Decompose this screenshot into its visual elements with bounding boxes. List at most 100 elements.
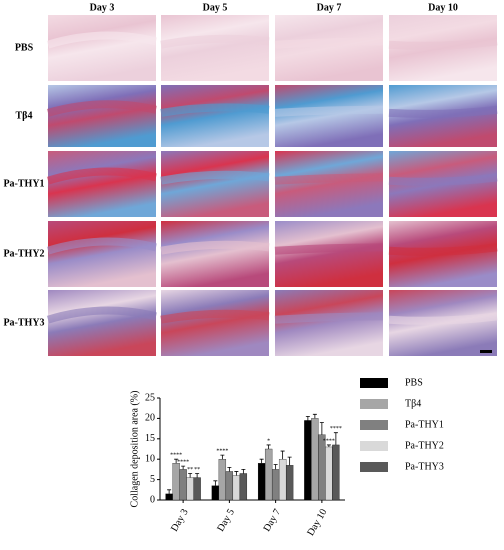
column-header: Day 5 (203, 2, 228, 13)
error-bar (319, 422, 324, 435)
histology-image (48, 85, 156, 147)
histology-image (48, 290, 156, 356)
row-label: PBS (15, 42, 34, 53)
legend-label: Pa-THY3 (405, 461, 444, 472)
legend-swatch (360, 378, 388, 388)
legend-label: Pa-THY1 (405, 419, 444, 430)
tissue-band (388, 173, 498, 186)
significance: **** (216, 448, 228, 454)
tissue-band (274, 243, 384, 255)
row-label: Tβ4 (16, 110, 33, 121)
y-tick-label: 20 (145, 413, 155, 424)
bar (218, 459, 227, 501)
bar (311, 418, 319, 501)
bar (232, 475, 241, 501)
y-tick-label: 25 (145, 392, 155, 403)
histology-image (161, 151, 269, 217)
tissue-band (388, 243, 498, 256)
error-bar (333, 432, 338, 445)
tissue-band (160, 309, 270, 324)
tissue-band (46, 167, 157, 185)
error-bar (234, 471, 239, 476)
tissue-band (160, 103, 270, 117)
error-bar (273, 464, 278, 470)
legend-swatch (360, 441, 388, 451)
significance: **** (323, 438, 335, 444)
bar (172, 463, 180, 501)
y-tick-label: 0 (150, 494, 155, 505)
y-tick-label: 10 (145, 453, 155, 464)
legend-label: Tβ4 (405, 398, 421, 409)
significance: * (267, 438, 270, 444)
histology-image (275, 85, 383, 147)
error-bar (241, 469, 246, 474)
histology-image (161, 85, 269, 147)
histology-image (275, 151, 383, 217)
row-label: Pa-THY1 (3, 178, 44, 189)
bar (318, 434, 326, 501)
histology-image (161, 15, 269, 81)
error-bar (280, 450, 285, 460)
x-tick-label: Day 3 (169, 507, 191, 533)
tissue-band (46, 306, 157, 324)
histology-image (48, 221, 156, 287)
legend-label: PBS (405, 377, 423, 388)
tissue-band (46, 31, 157, 49)
tissue-band (274, 37, 384, 49)
y-tick-label: 15 (145, 433, 155, 444)
histology-image (275, 15, 383, 81)
tissue-band (274, 105, 384, 117)
bar (325, 446, 333, 501)
tissue-band (274, 173, 384, 185)
error-bar (181, 465, 186, 470)
error-bar (312, 413, 317, 419)
x-tick-label: Day 7 (262, 507, 284, 533)
bar (278, 459, 287, 501)
legend-swatch (360, 399, 388, 409)
significance: **** (170, 453, 182, 459)
x-tick-label: Day 5 (215, 507, 237, 533)
x-tick-label: Day 10 (305, 507, 329, 538)
y-tick-label: 5 (150, 474, 155, 485)
bar (225, 471, 234, 501)
bar (285, 465, 294, 501)
bar (264, 448, 273, 501)
legend-swatch (360, 420, 388, 430)
legend-swatch (360, 462, 388, 472)
tissue-band (160, 170, 270, 185)
error-bar (174, 458, 179, 464)
error-bar (326, 444, 331, 447)
bar (211, 485, 220, 501)
histology-image (161, 290, 269, 356)
row-label: Pa-THY3 (3, 317, 44, 328)
tissue-band (274, 312, 384, 324)
histology-image (48, 151, 156, 217)
tissue-band (160, 34, 270, 49)
bar (304, 420, 312, 501)
error-bar (305, 415, 310, 421)
error-bar (220, 454, 225, 460)
bar (186, 477, 194, 501)
row-label: Pa-THY2 (3, 248, 44, 259)
histology-image (161, 221, 269, 287)
bar (239, 473, 248, 501)
column-header: Day 7 (317, 2, 342, 13)
tissue-band (46, 100, 157, 117)
error-bar (259, 458, 264, 464)
significance: **** (330, 426, 342, 432)
error-bar (227, 466, 232, 472)
error-bar (167, 489, 172, 494)
error-bar (213, 480, 218, 486)
bar (179, 469, 187, 501)
histology-image (275, 290, 383, 356)
bar (271, 469, 280, 501)
histology-image (48, 15, 156, 81)
legend-label: Pa-THY2 (405, 440, 444, 451)
tissue-band (388, 37, 498, 50)
histology-image (275, 221, 383, 287)
bar (193, 477, 201, 501)
bar (165, 493, 173, 501)
significance: ** (187, 467, 193, 473)
bar (257, 463, 266, 501)
